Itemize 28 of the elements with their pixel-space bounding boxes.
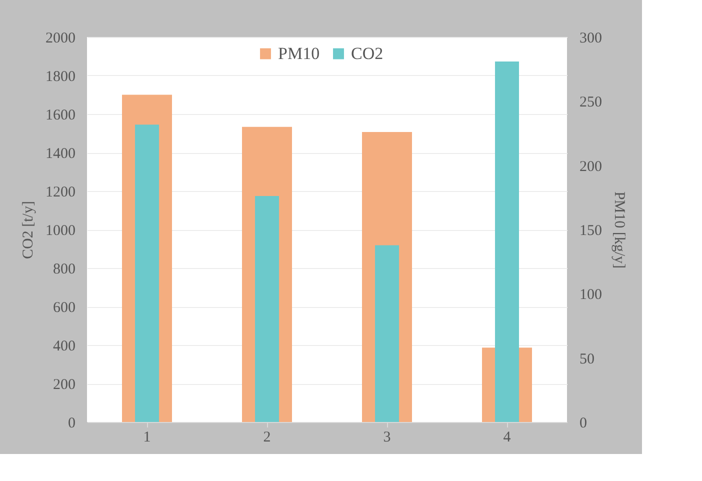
x-tick-label: 2 xyxy=(263,430,271,446)
y-tick-label: 1400 xyxy=(46,146,76,162)
x-tick-label: 1 xyxy=(143,430,151,446)
y-tick-label: 600 xyxy=(53,300,76,316)
y2-tick-label: 150 xyxy=(580,223,602,239)
legend-label: CO2 xyxy=(351,44,384,63)
y-tick-label: 1600 xyxy=(46,108,76,124)
y-tick-label: 400 xyxy=(53,338,76,354)
bar xyxy=(375,245,399,422)
y2-tick-label: 50 xyxy=(580,351,594,368)
bar xyxy=(255,196,279,422)
y2-tick-label: 200 xyxy=(580,158,602,175)
y2-axis-title: PM10 [kg/y] xyxy=(611,191,627,269)
y-tick-label: 0 xyxy=(68,416,76,432)
y2-tick-label: 100 xyxy=(580,287,602,304)
x-tick-label: 3 xyxy=(383,430,391,446)
y-tick-label: 800 xyxy=(53,262,76,278)
y2-tick-label: 250 xyxy=(580,94,602,111)
x-tick-label: 4 xyxy=(503,430,512,446)
y-tick-label: 1200 xyxy=(46,184,76,200)
y-tick-label: 200 xyxy=(53,377,76,393)
y-axis-title: CO2 [t/y] xyxy=(20,201,36,259)
y2-tick-label: 0 xyxy=(580,416,587,432)
y-tick-label: 1000 xyxy=(46,223,76,239)
legend-label: PM10 xyxy=(278,44,320,63)
y2-tick-label: 300 xyxy=(580,30,602,46)
y-tick-label: 2000 xyxy=(46,30,76,46)
y-tick-label: 1800 xyxy=(46,69,76,85)
